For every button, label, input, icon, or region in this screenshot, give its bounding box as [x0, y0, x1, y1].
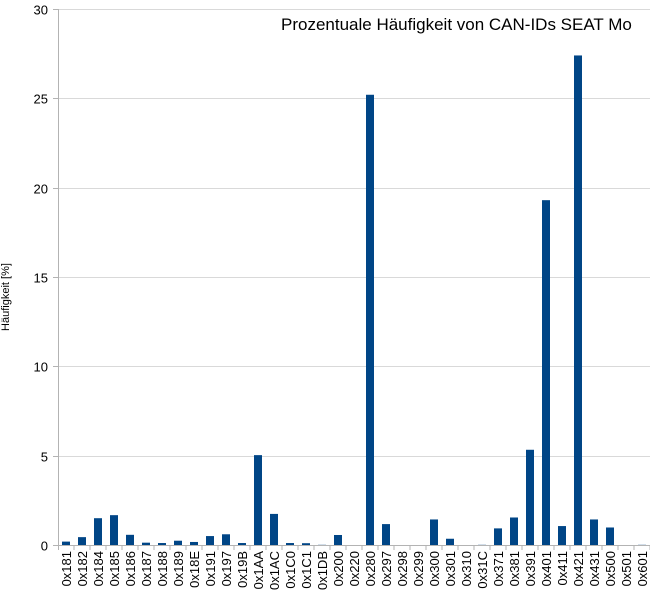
- bar-0x187: [142, 543, 150, 545]
- x-tick-label: 0x181: [59, 551, 74, 586]
- bar-0x188: [158, 543, 166, 545]
- bar-0x200: [334, 535, 342, 545]
- y-tick-label: 5: [41, 450, 48, 465]
- bar-0x401: [542, 200, 550, 545]
- bar-0x182: [78, 537, 86, 545]
- y-tick-label: 25: [34, 92, 48, 107]
- x-tick-label: 0x200: [331, 551, 346, 586]
- bar-0x297: [382, 524, 390, 545]
- bar-0x411: [558, 526, 566, 545]
- x-tick-label: 0x431: [587, 551, 602, 586]
- bar-0x185: [110, 515, 118, 545]
- chart-title: Prozentuale Häufigkeit von CAN-IDs SEAT …: [281, 15, 632, 34]
- x-tick-label: 0x1C1: [299, 551, 314, 589]
- x-tick-label: 0x381: [507, 551, 522, 586]
- x-tick-label: 0x191: [203, 551, 218, 586]
- x-tick-label: 0x1DB: [315, 551, 330, 590]
- y-tick-label: 15: [34, 271, 48, 286]
- x-tick-label: 0x299: [411, 551, 426, 586]
- y-tick-label: 10: [34, 360, 48, 375]
- x-tick-label: 0x188: [155, 551, 170, 586]
- x-tick-label: 0x189: [171, 551, 186, 586]
- x-tick-label: 0x301: [443, 551, 458, 586]
- y-tick-labels: 0 5 10 15 20 25 30: [34, 3, 48, 554]
- x-tick-label: 0x1AC: [267, 551, 282, 590]
- bar-0x500: [606, 527, 614, 545]
- x-tick-label: 0x371: [491, 551, 506, 586]
- x-tick-label: 0x401: [539, 551, 554, 586]
- bar-0x1AA: [254, 455, 262, 545]
- x-tick-label: 0x187: [139, 551, 154, 586]
- bar-0x186: [126, 535, 134, 545]
- bar-0x431: [590, 519, 598, 545]
- y-axis-label: Häufigkeit [%]: [0, 263, 12, 331]
- x-tick-label: 0x501: [619, 551, 634, 586]
- x-tick-label: 0x184: [91, 551, 106, 586]
- x-tick-label: 0x391: [523, 551, 538, 586]
- bar-0x421: [574, 55, 582, 545]
- bar-0x1C0: [286, 543, 294, 545]
- bar-0x391: [526, 450, 534, 545]
- x-tick-label: 0x186: [123, 551, 138, 586]
- x-tick-label: 0x298: [395, 551, 410, 586]
- x-tick-label: 0x1C0: [283, 551, 298, 589]
- y-tick-label: 20: [34, 182, 48, 197]
- bar-0x181: [62, 542, 70, 545]
- x-tick-label: 0x297: [379, 551, 394, 586]
- bar-0x371: [494, 528, 502, 545]
- x-tick-label: 0x601: [635, 551, 650, 586]
- x-tick-label: 0x185: [107, 551, 122, 586]
- x-tick-label: 0x300: [427, 551, 442, 586]
- x-tick-label: 0x421: [571, 551, 586, 586]
- y-tick-label: 30: [34, 3, 48, 18]
- x-tick-label: 0x411: [555, 551, 570, 585]
- bars: [62, 55, 646, 545]
- y-tick-label: 0: [41, 539, 48, 554]
- x-tick-label: 0x220: [347, 551, 362, 586]
- x-tick-label: 0x500: [603, 551, 618, 586]
- bar-0x301: [446, 539, 454, 545]
- bar-0x197: [222, 534, 230, 545]
- bar-0x19B: [238, 543, 246, 545]
- x-tick-label: 0x18E: [187, 551, 202, 588]
- bar-0x189: [174, 541, 182, 545]
- bar-0x280: [366, 95, 374, 545]
- bar-0x18E: [190, 542, 198, 545]
- x-tick-label: 0x280: [363, 551, 378, 586]
- bar-0x1C1: [302, 543, 310, 545]
- x-tick-label: 0x19B: [235, 551, 250, 588]
- bar-0x1AC: [270, 514, 278, 545]
- bar-0x191: [206, 536, 214, 545]
- bar-0x184: [94, 518, 102, 545]
- axes: [53, 9, 650, 550]
- bar-0x381: [510, 517, 518, 545]
- x-tick-label: 0x197: [219, 551, 234, 586]
- x-tick-label: 0x182: [75, 551, 90, 586]
- bar-0x300: [430, 519, 438, 545]
- x-tick-label: 0x1AA: [251, 551, 266, 590]
- gridlines: [58, 10, 650, 546]
- x-tick-label: 0x310: [459, 551, 474, 586]
- x-tick-label: 0x31C: [475, 551, 490, 589]
